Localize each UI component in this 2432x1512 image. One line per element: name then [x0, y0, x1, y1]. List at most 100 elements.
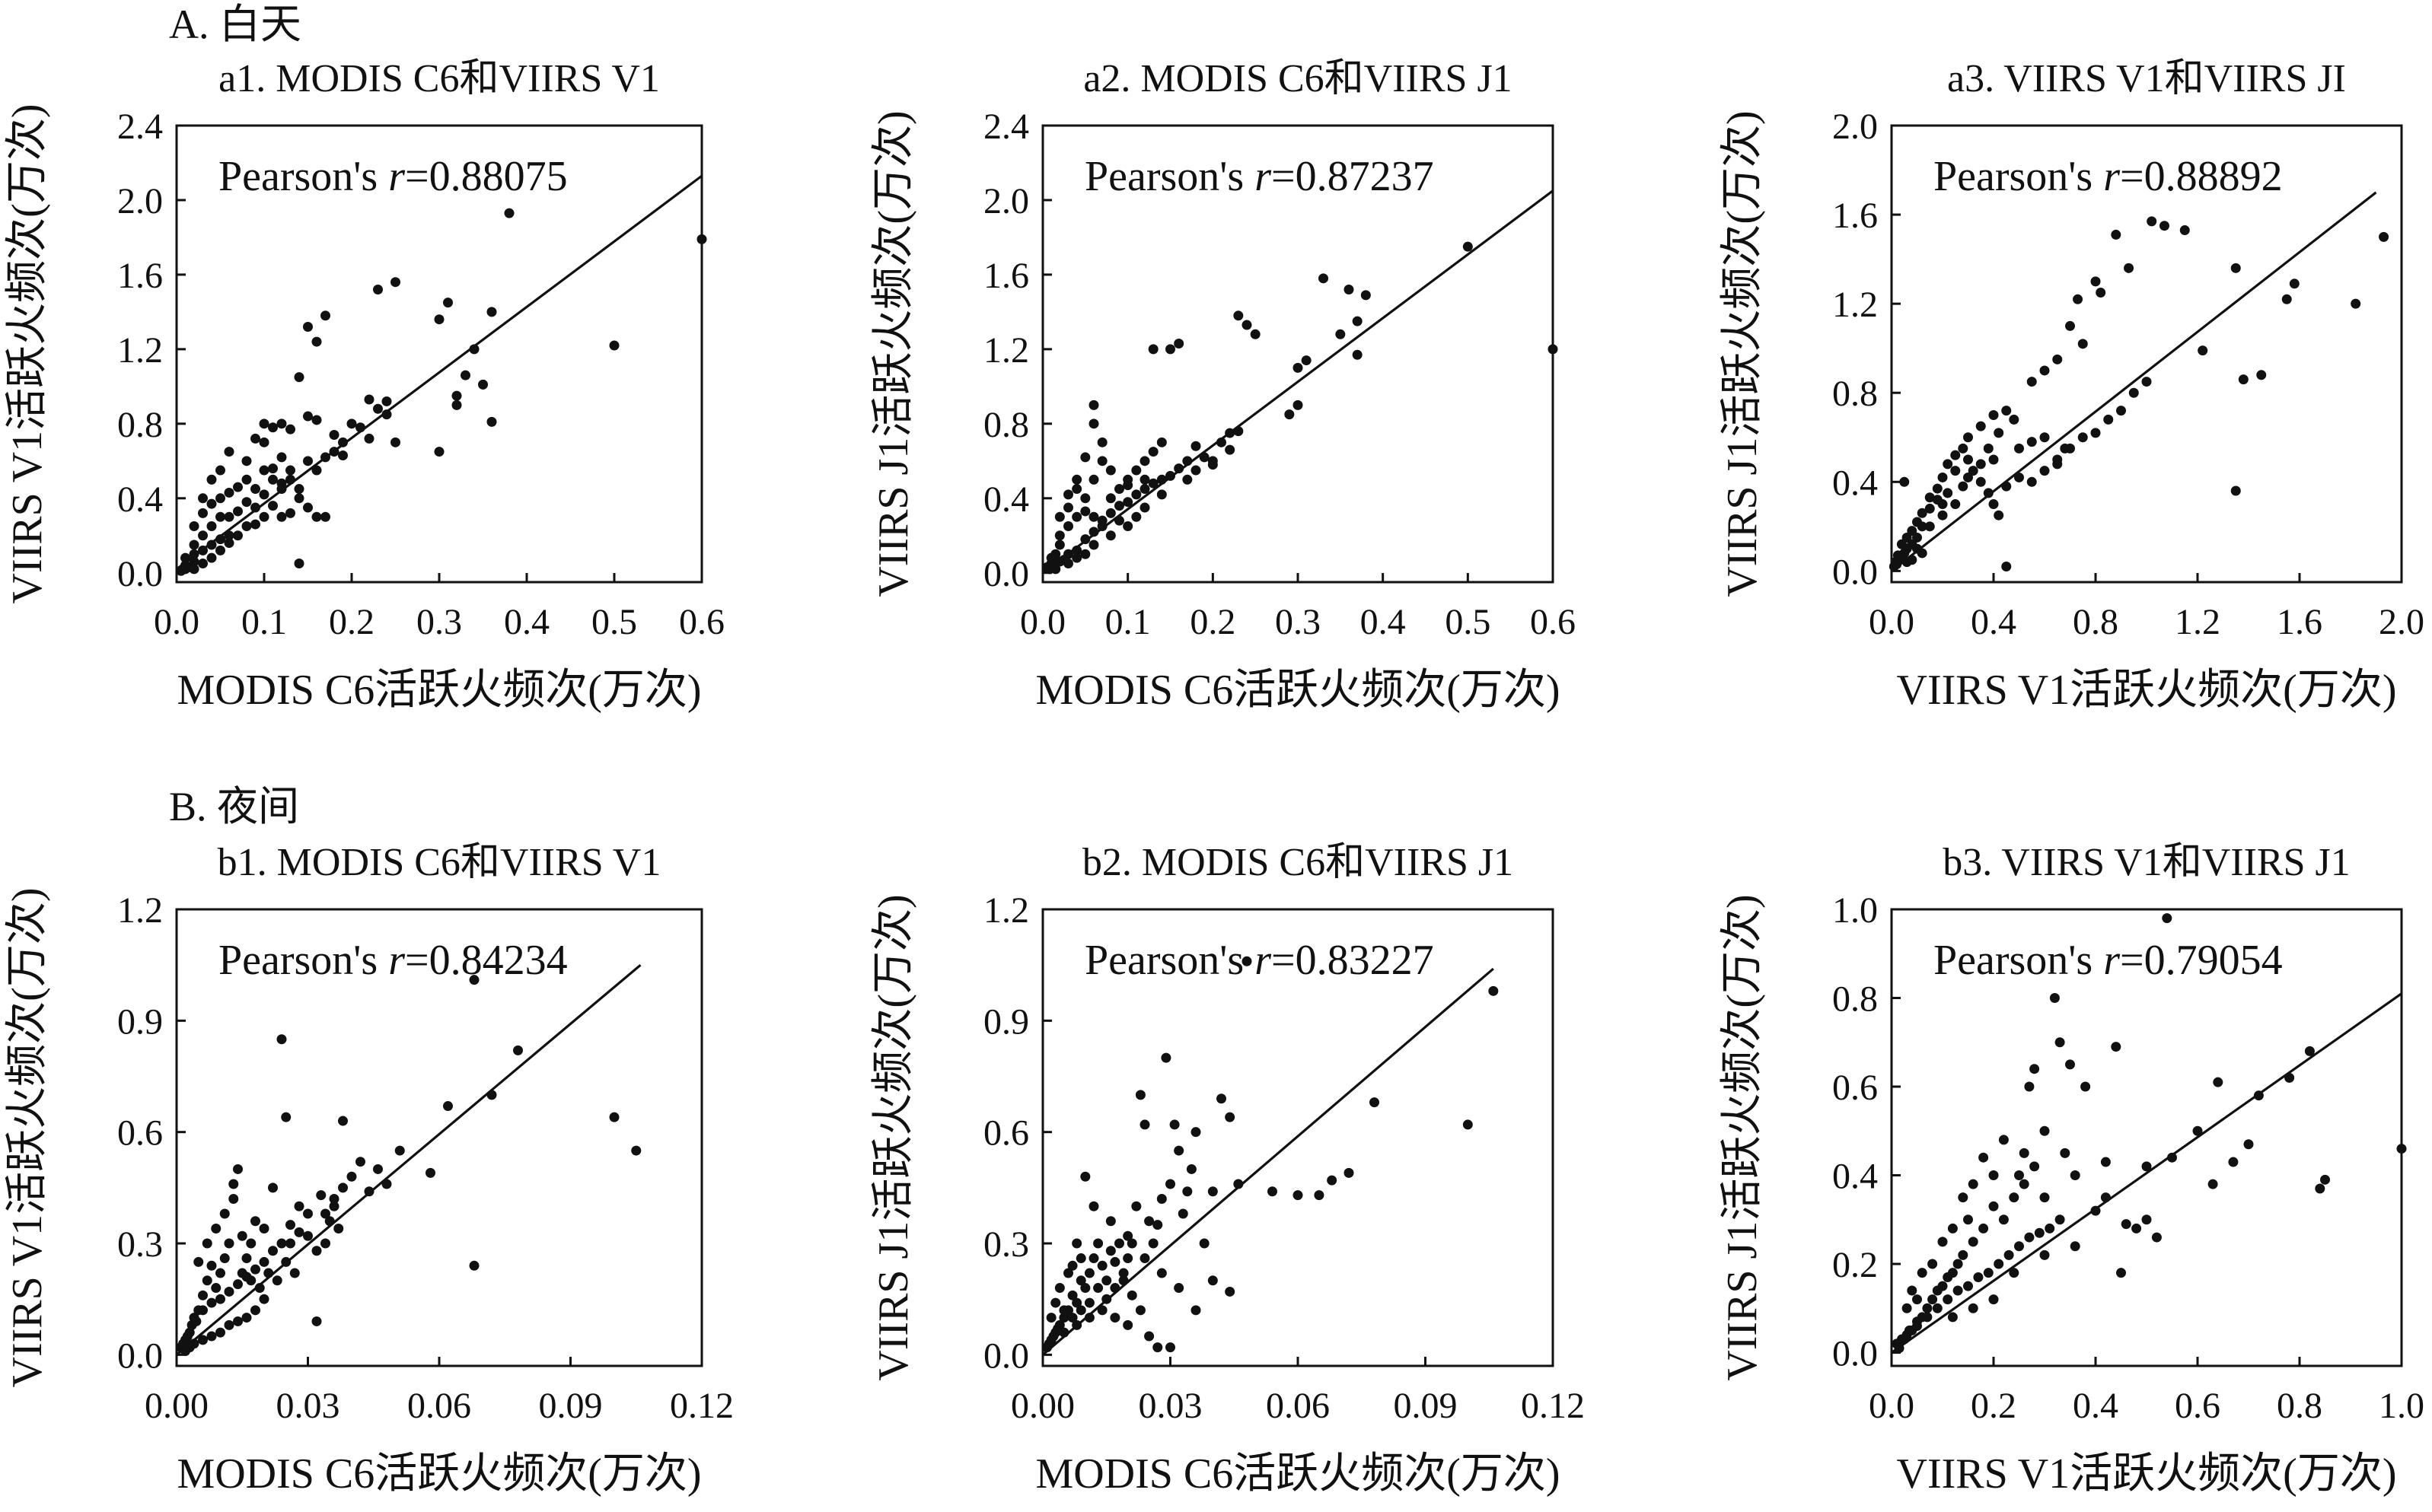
data-point — [504, 208, 515, 218]
data-point — [294, 493, 304, 504]
data-point — [206, 540, 217, 550]
data-point — [469, 1260, 480, 1271]
data-point — [1063, 502, 1073, 513]
section-label-night: B. 夜间 — [169, 784, 299, 829]
data-point — [2281, 294, 2292, 304]
data-point — [1105, 530, 1116, 541]
data-point — [303, 321, 313, 332]
pearson-annotation: Pearson's r=0.79054 — [1933, 937, 2283, 984]
y-tick-label: 0.3 — [983, 1224, 1029, 1265]
data-point — [1191, 1127, 1201, 1138]
data-point — [513, 1045, 523, 1055]
data-point — [1084, 1268, 1095, 1278]
data-point — [176, 565, 186, 576]
data-point — [1072, 545, 1082, 555]
data-point — [250, 1305, 260, 1316]
data-point — [198, 1335, 208, 1345]
data-point — [1076, 1305, 1086, 1316]
data-point — [1216, 1093, 1226, 1104]
data-point — [1901, 557, 1912, 568]
data-point — [1089, 474, 1099, 485]
data-point — [1097, 1260, 1108, 1271]
data-point — [2238, 374, 2249, 385]
data-point — [1144, 1331, 1155, 1342]
chart-title: b3. VIIRS V1和VIIRS J1 — [1943, 841, 2351, 884]
x-tick-label: 0.1 — [241, 602, 287, 642]
data-point — [1118, 1275, 1129, 1286]
y-tick-label: 0.6 — [1832, 1068, 1878, 1108]
data-point — [2320, 1174, 2330, 1185]
data-point — [1089, 540, 1099, 550]
y-tick-label: 0.2 — [1832, 1245, 1878, 1285]
data-point — [241, 456, 252, 466]
chart-panel-b3: b3. VIIRS V1和VIIRS J1 0.0 0.2 0.4 0.6 0.8 1.0 0… — [1719, 841, 2424, 1498]
data-point — [219, 1253, 230, 1264]
data-point — [202, 1238, 212, 1249]
data-point — [1241, 320, 1252, 330]
data-point — [1140, 502, 1150, 513]
data-point — [1080, 549, 1091, 559]
data-point — [2060, 1148, 2070, 1158]
y-tick-label: 1.2 — [117, 330, 163, 371]
data-point — [2103, 414, 2114, 425]
data-point — [2230, 263, 2241, 273]
data-point — [1072, 1297, 1082, 1308]
chart-panel-a1: a1. MODIS C6和VIIRS V1 0.0 0.1 0.2 0.3 0.4 0.5 0… — [4, 57, 725, 714]
data-point — [281, 1256, 292, 1267]
data-point — [1080, 1171, 1091, 1182]
data-point — [1250, 329, 1261, 339]
data-point — [1912, 532, 1922, 543]
data-point — [1169, 1119, 1180, 1130]
data-point — [2014, 1241, 2024, 1252]
data-point — [294, 484, 304, 495]
data-point — [373, 285, 383, 295]
data-point — [1093, 1238, 1104, 1249]
data-point — [2256, 370, 2267, 380]
data-point — [228, 1179, 239, 1189]
y-tick-label: 0.9 — [117, 1001, 163, 1042]
x-tick-label: 0.09 — [1394, 1386, 1458, 1426]
pearson-annotation: Pearson's r=0.83227 — [1085, 937, 1434, 984]
data-point — [241, 497, 252, 508]
data-point — [1131, 511, 1142, 522]
data-point — [206, 474, 217, 485]
data-point — [1225, 1286, 1235, 1297]
data-point — [1174, 339, 1184, 349]
data-point — [1182, 474, 1193, 485]
data-point — [276, 419, 287, 429]
data-point — [696, 234, 707, 244]
data-point — [1089, 399, 1099, 410]
data-point — [346, 419, 357, 429]
data-point — [1988, 1294, 1999, 1305]
data-point — [224, 530, 234, 541]
data-point — [189, 521, 199, 532]
data-point — [1174, 463, 1184, 474]
data-point — [198, 530, 208, 541]
data-point — [329, 430, 339, 441]
plot-frame — [1890, 124, 2403, 584]
data-point — [2111, 1042, 2121, 1052]
data-point — [285, 1220, 295, 1230]
data-point — [2198, 345, 2208, 356]
data-point — [1975, 421, 1986, 431]
data-point — [211, 1224, 222, 1234]
data-point — [1054, 1283, 1065, 1294]
regression-line — [176, 174, 703, 571]
data-point — [1904, 1325, 1914, 1335]
data-point — [1131, 489, 1142, 500]
data-point — [1050, 564, 1061, 575]
y-tick-label: 1.6 — [1832, 196, 1878, 236]
data-point — [1968, 1179, 1978, 1189]
data-point — [2379, 231, 2389, 242]
data-point — [486, 1090, 497, 1100]
data-point — [1114, 515, 1124, 526]
data-point — [1191, 441, 1201, 451]
data-point — [202, 1275, 212, 1286]
data-point — [1089, 419, 1099, 429]
data-point — [2116, 1268, 2126, 1278]
data-point — [2159, 221, 2169, 231]
data-point — [219, 1208, 230, 1219]
data-point — [1907, 526, 1917, 536]
data-point — [461, 370, 470, 380]
data-point — [1123, 521, 1133, 532]
